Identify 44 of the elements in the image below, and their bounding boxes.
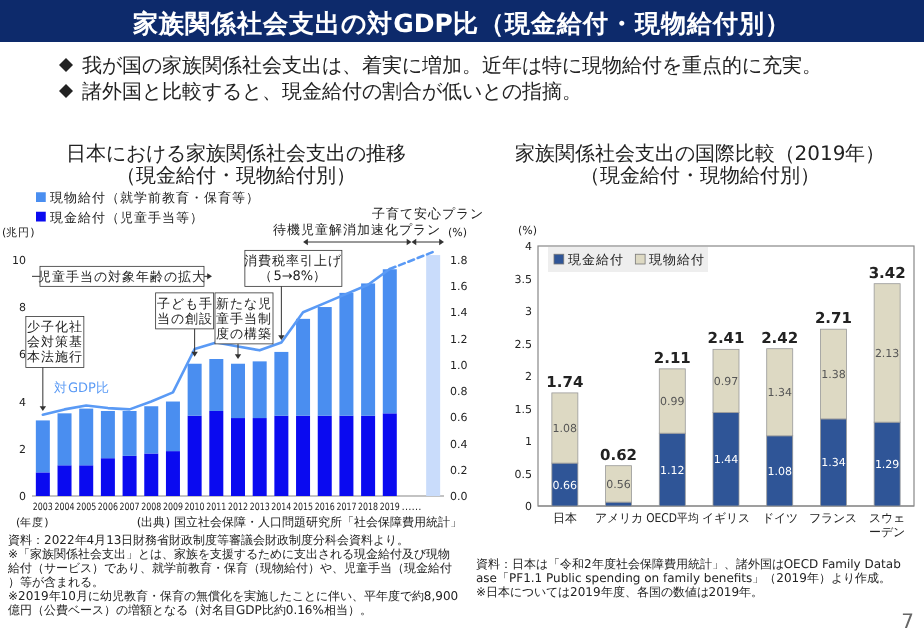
text: 家族関係社会支出の対GDP比（現金給付・現物給付別） bbox=[131, 8, 791, 38]
bar bbox=[252, 361, 267, 419]
bar bbox=[122, 410, 137, 456]
bar bbox=[231, 418, 245, 496]
bar bbox=[382, 269, 397, 414]
bar bbox=[339, 415, 354, 496]
bar bbox=[187, 415, 202, 496]
bar bbox=[144, 453, 159, 496]
bar bbox=[317, 307, 332, 416]
bar bbox=[35, 420, 50, 473]
bar bbox=[296, 415, 311, 496]
bar bbox=[100, 458, 115, 496]
bar bbox=[57, 413, 72, 466]
bar bbox=[100, 410, 115, 459]
bar bbox=[231, 363, 245, 419]
chart-subtitle: （現金給付・現物給付別） bbox=[580, 164, 820, 188]
bar bbox=[382, 413, 397, 496]
bar bbox=[187, 363, 202, 416]
bar bbox=[144, 406, 159, 454]
bar bbox=[79, 408, 94, 466]
bar bbox=[426, 255, 441, 496]
text: 7 bbox=[901, 612, 914, 634]
bar bbox=[317, 415, 332, 496]
bar bbox=[209, 359, 224, 411]
bar bbox=[57, 465, 72, 496]
bar bbox=[339, 292, 354, 416]
chart-title: 家族関係社会支出の国際比較（2019年） bbox=[514, 142, 886, 166]
bar bbox=[605, 465, 632, 503]
bar bbox=[274, 415, 289, 496]
bar bbox=[35, 472, 50, 496]
bar bbox=[274, 351, 289, 416]
bar bbox=[165, 401, 180, 452]
bar bbox=[296, 318, 311, 416]
bar bbox=[79, 465, 94, 496]
bar bbox=[122, 455, 137, 496]
bar bbox=[361, 283, 376, 416]
text: 諸外国と比較すると、現金給付の割合が低いとの指摘。 bbox=[82, 80, 582, 104]
text: 我が国の家族関係社会支出は、着実に増加。近年は特に現物給付を重点的に充実。 bbox=[82, 54, 822, 78]
chart-subtitle: （現金給付・現物給付別） bbox=[116, 164, 356, 188]
bar bbox=[165, 451, 180, 496]
chart-title: 日本における家族関係社会支出の推移 bbox=[66, 142, 406, 166]
bar bbox=[361, 415, 376, 496]
bar bbox=[252, 418, 267, 496]
bar bbox=[209, 410, 224, 496]
